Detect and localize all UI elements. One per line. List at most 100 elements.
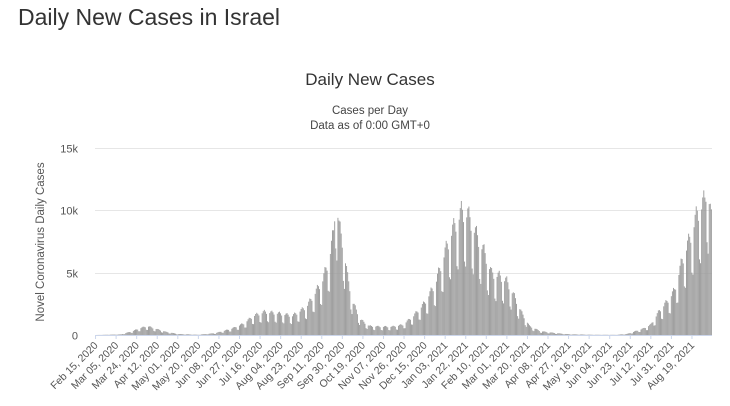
bar xyxy=(263,309,265,335)
bar xyxy=(237,329,239,335)
bar xyxy=(243,324,245,335)
bar xyxy=(509,306,511,335)
bar xyxy=(249,317,251,335)
bar xyxy=(522,314,524,335)
bar xyxy=(387,327,389,335)
bar xyxy=(126,332,128,335)
bar xyxy=(353,303,355,335)
bar xyxy=(224,330,226,335)
bar xyxy=(251,323,253,335)
bar xyxy=(271,310,273,335)
bar xyxy=(378,326,380,335)
bar xyxy=(550,332,552,335)
bar xyxy=(708,204,710,335)
bar xyxy=(640,329,642,335)
bar xyxy=(625,334,627,335)
bar xyxy=(403,328,405,335)
bar xyxy=(406,320,408,335)
bar xyxy=(392,325,394,335)
bar xyxy=(642,328,644,335)
bar xyxy=(144,327,146,335)
bar xyxy=(301,307,303,335)
bar xyxy=(466,217,468,335)
bar xyxy=(411,324,412,335)
bar xyxy=(534,328,536,335)
bar xyxy=(211,333,213,335)
bar xyxy=(562,334,564,335)
bar xyxy=(380,329,382,335)
bar xyxy=(527,323,529,335)
bar xyxy=(337,217,339,335)
bar xyxy=(465,266,467,335)
bar xyxy=(553,333,555,335)
bar xyxy=(511,293,513,335)
bar xyxy=(123,334,125,335)
bar xyxy=(404,328,406,335)
bar xyxy=(688,233,690,335)
bar xyxy=(346,266,348,335)
bar xyxy=(206,334,208,335)
bar xyxy=(268,322,270,335)
bar xyxy=(315,288,317,335)
bar xyxy=(347,272,349,335)
bar xyxy=(128,332,130,335)
bar xyxy=(514,298,516,335)
bar xyxy=(492,272,494,335)
bar xyxy=(174,333,175,335)
bar xyxy=(266,313,267,335)
bar xyxy=(422,301,424,335)
bar xyxy=(626,333,628,335)
bar xyxy=(131,332,133,335)
bar xyxy=(338,220,340,335)
page-title: Daily New Cases in Israel xyxy=(18,4,281,30)
bar xyxy=(459,208,461,335)
bar xyxy=(467,208,469,335)
bar xyxy=(505,277,507,335)
bar xyxy=(296,314,298,335)
bar xyxy=(413,316,415,335)
bar xyxy=(176,334,178,335)
bar xyxy=(351,314,353,335)
bar xyxy=(156,328,158,335)
bar xyxy=(483,244,485,335)
bar xyxy=(453,218,455,335)
bar xyxy=(542,331,543,335)
bar xyxy=(425,303,427,335)
bar xyxy=(323,273,325,335)
bar xyxy=(333,230,335,335)
bar xyxy=(699,259,700,335)
bar xyxy=(336,260,338,335)
bar xyxy=(157,329,159,335)
bar xyxy=(502,300,503,335)
bar xyxy=(358,322,359,335)
bar xyxy=(236,329,238,335)
bar xyxy=(371,325,372,335)
bar xyxy=(273,314,275,335)
bar xyxy=(293,314,295,335)
bar xyxy=(639,332,641,335)
bar xyxy=(205,334,207,335)
bar xyxy=(388,329,390,335)
bar xyxy=(704,197,706,335)
bar xyxy=(638,332,640,335)
bar xyxy=(582,334,584,335)
bar xyxy=(223,330,225,335)
bar xyxy=(476,225,477,335)
bar xyxy=(137,329,139,335)
bar xyxy=(389,330,391,335)
bar xyxy=(415,311,417,335)
bar xyxy=(670,296,672,335)
bar xyxy=(529,325,530,335)
bar xyxy=(368,325,370,335)
bar xyxy=(306,319,307,335)
bar xyxy=(312,311,314,335)
y-tick-label: 5k xyxy=(66,269,78,281)
bar xyxy=(510,309,512,335)
bar xyxy=(573,334,575,335)
bar xyxy=(282,322,284,335)
bar xyxy=(645,330,647,335)
bar xyxy=(690,242,692,335)
bar xyxy=(656,313,658,335)
bar xyxy=(261,313,263,335)
bar xyxy=(229,331,231,335)
